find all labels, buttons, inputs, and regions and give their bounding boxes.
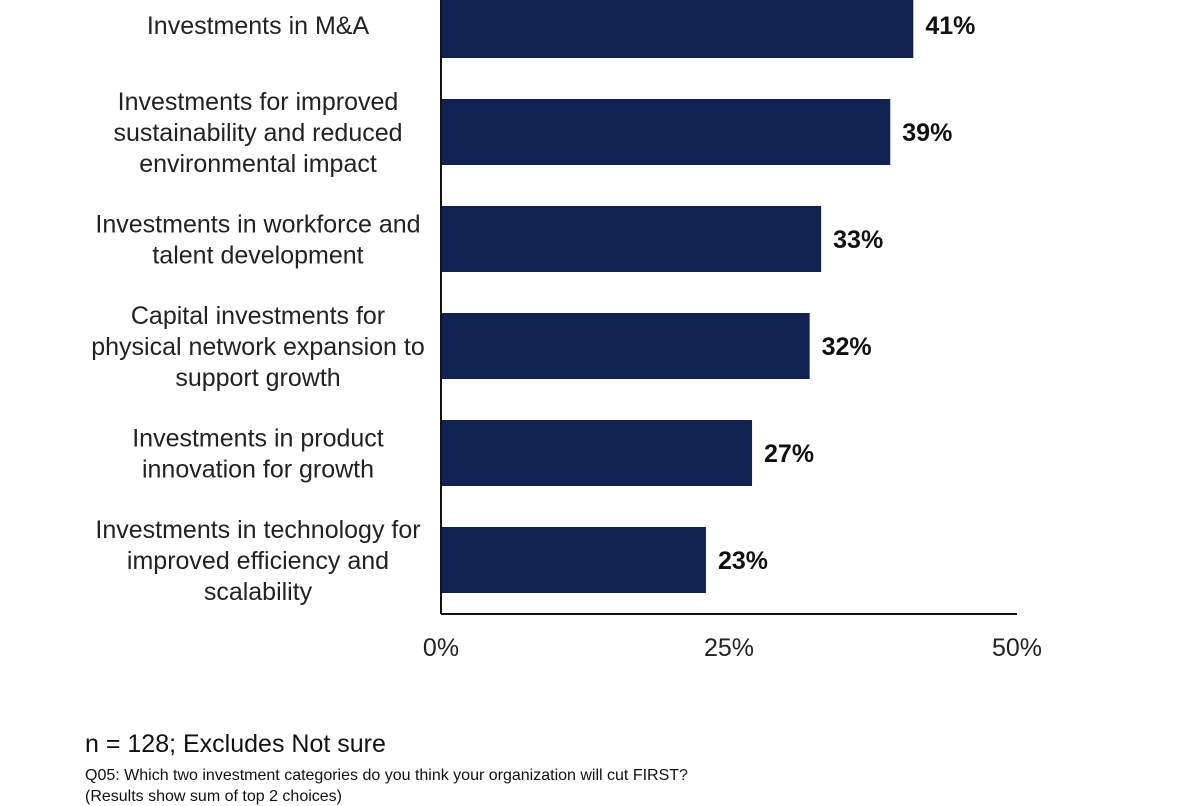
- category-label-line: Investments in workforce and: [95, 211, 420, 239]
- category-label-6: Investments in technology for improved ef…: [95, 516, 420, 606]
- category-label-4: Capital investments for physical network …: [91, 302, 425, 392]
- category-label-line: physical network expansion to: [91, 333, 425, 361]
- sample-size-note: n = 128; Excludes Not sure: [85, 730, 386, 758]
- bar-3: [441, 206, 822, 272]
- category-label-line: talent development: [152, 242, 363, 270]
- category-label-2: Investments for improved sustainability a…: [113, 88, 402, 178]
- bar-chart: Investments in M&A Investments for improv…: [91, 0, 1042, 662]
- question-note: Q05: Which two investment categories do …: [85, 767, 688, 784]
- category-label-line: scalability: [204, 578, 313, 606]
- category-label-line: environmental impact: [139, 150, 377, 178]
- bars-group: [441, 0, 914, 593]
- value-label-3: 33%: [833, 226, 883, 254]
- category-label-line: Capital investments for: [131, 302, 385, 330]
- value-label-4: 32%: [822, 333, 872, 361]
- category-label-5: Investments in product innovation for gro…: [132, 425, 384, 484]
- category-label-line: sustainability and reduced: [113, 119, 402, 147]
- value-label-1: 41%: [925, 12, 975, 40]
- value-label-2: 39%: [902, 119, 952, 147]
- x-tick-label-1: 0%: [423, 634, 459, 662]
- category-label-line: Investments in product: [132, 425, 384, 453]
- bar-1: [441, 0, 914, 58]
- category-label-line: Investments for improved: [118, 88, 399, 116]
- value-labels-group: 41% 39% 33% 32% 27% 23%: [718, 12, 975, 575]
- category-label-3: Investments in workforce and talent devel…: [95, 211, 420, 270]
- value-label-6: 23%: [718, 547, 768, 575]
- category-label-1: Investments in M&A: [147, 12, 370, 40]
- value-label-5: 27%: [764, 440, 814, 468]
- bar-5: [441, 420, 753, 486]
- category-label-line: improved efficiency and: [127, 547, 389, 575]
- bar-4: [441, 313, 810, 379]
- bar-2: [441, 99, 891, 165]
- category-label-line: Investments in M&A: [147, 12, 370, 40]
- category-label-line: support growth: [175, 364, 340, 392]
- results-note: (Results show sum of top 2 choices): [85, 788, 342, 805]
- category-labels-group: Investments in M&A Investments for improv…: [91, 12, 425, 606]
- x-tick-label-3: 50%: [992, 634, 1042, 662]
- x-tick-label-2: 25%: [704, 634, 754, 662]
- category-label-line: Investments in technology for: [95, 516, 420, 544]
- x-tick-labels-group: 0% 25% 50%: [423, 634, 1042, 662]
- bar-6: [441, 527, 706, 593]
- category-label-line: innovation for growth: [142, 456, 374, 484]
